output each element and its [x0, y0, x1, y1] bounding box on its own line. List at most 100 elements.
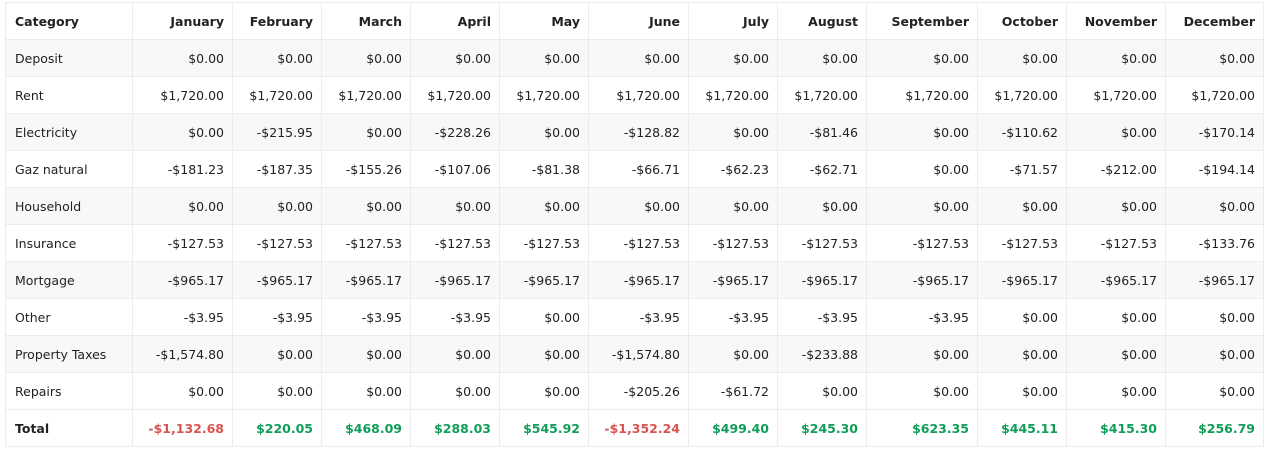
- cell-repairs-december: $0.00: [1165, 372, 1264, 410]
- cell-insurance-may: -$127.53: [499, 224, 589, 262]
- cell-household-may: $0.00: [499, 187, 589, 225]
- cell-household-august: $0.00: [777, 187, 867, 225]
- row-label-household: Household: [5, 187, 133, 225]
- cell-repairs-november: $0.00: [1066, 372, 1166, 410]
- total-cell-july: $499.40: [688, 409, 778, 447]
- cell-insurance-november: -$127.53: [1066, 224, 1166, 262]
- cell-property-taxes-november: $0.00: [1066, 335, 1166, 373]
- cell-property-taxes-december: $0.00: [1165, 335, 1264, 373]
- table-body: Deposit $0.00 $0.00 $0.00 $0.00 $0.00 $0.00 $0.…: [5, 39, 1264, 447]
- cell-deposit-july: $0.00: [688, 39, 778, 77]
- cell-household-march: $0.00: [321, 187, 411, 225]
- header-row: Category January February March April Ma…: [5, 2, 1264, 40]
- row-label-deposit: Deposit: [5, 39, 133, 77]
- cell-insurance-april: -$127.53: [410, 224, 500, 262]
- cell-rent-april: $1,720.00: [410, 76, 500, 114]
- cell-property-taxes-january: -$1,574.80: [132, 335, 233, 373]
- cell-gaz-natural-may: -$81.38: [499, 150, 589, 188]
- total-cell-march: $468.09: [321, 409, 411, 447]
- column-header-october[interactable]: October: [977, 2, 1067, 40]
- cell-mortgage-august: -$965.17: [777, 261, 867, 299]
- cell-mortgage-july: -$965.17: [688, 261, 778, 299]
- total-cell-january: -$1,132.68: [132, 409, 233, 447]
- total-cell-august: $245.30: [777, 409, 867, 447]
- table-row-gaz-natural: Gaz natural -$181.23 -$187.35 -$155.26 -$107…: [5, 150, 1264, 188]
- cell-repairs-august: $0.00: [777, 372, 867, 410]
- column-header-february[interactable]: February: [232, 2, 322, 40]
- cell-insurance-september: -$127.53: [866, 224, 978, 262]
- table-row-household: Household $0.00 $0.00 $0.00 $0.00 $0.00 $0.00 $…: [5, 187, 1264, 225]
- total-cell-november: $415.30: [1066, 409, 1166, 447]
- column-header-may[interactable]: May: [499, 2, 589, 40]
- cell-gaz-natural-august: -$62.71: [777, 150, 867, 188]
- cell-electricity-august: -$81.46: [777, 113, 867, 151]
- table-row-total: Total -$1,132.68 $220.05 $468.09 $288.03 $545…: [5, 409, 1264, 447]
- cell-gaz-natural-september: $0.00: [866, 150, 978, 188]
- cell-electricity-july: $0.00: [688, 113, 778, 151]
- cell-repairs-may: $0.00: [499, 372, 589, 410]
- cell-other-december: $0.00: [1165, 298, 1264, 336]
- column-header-april[interactable]: April: [410, 2, 500, 40]
- cell-rent-may: $1,720.00: [499, 76, 589, 114]
- cell-household-january: $0.00: [132, 187, 233, 225]
- cell-repairs-september: $0.00: [866, 372, 978, 410]
- cell-insurance-july: -$127.53: [688, 224, 778, 262]
- cell-property-taxes-september: $0.00: [866, 335, 978, 373]
- cell-electricity-june: -$128.82: [588, 113, 689, 151]
- column-header-november[interactable]: November: [1066, 2, 1166, 40]
- cell-deposit-october: $0.00: [977, 39, 1067, 77]
- cell-property-taxes-may: $0.00: [499, 335, 589, 373]
- column-header-december[interactable]: December: [1165, 2, 1264, 40]
- cell-mortgage-september: -$965.17: [866, 261, 978, 299]
- cell-rent-august: $1,720.00: [777, 76, 867, 114]
- cell-electricity-november: $0.00: [1066, 113, 1166, 151]
- cell-other-june: -$3.95: [588, 298, 689, 336]
- cell-deposit-march: $0.00: [321, 39, 411, 77]
- monthly-budget-table: Category January February March April Ma…: [5, 2, 1264, 447]
- cell-deposit-april: $0.00: [410, 39, 500, 77]
- cell-electricity-may: $0.00: [499, 113, 589, 151]
- cell-repairs-march: $0.00: [321, 372, 411, 410]
- row-label-total: Total: [5, 409, 133, 447]
- cell-household-april: $0.00: [410, 187, 500, 225]
- cell-deposit-september: $0.00: [866, 39, 978, 77]
- cell-repairs-april: $0.00: [410, 372, 500, 410]
- cell-mortgage-may: -$965.17: [499, 261, 589, 299]
- cell-property-taxes-april: $0.00: [410, 335, 500, 373]
- cell-rent-march: $1,720.00: [321, 76, 411, 114]
- cell-mortgage-december: -$965.17: [1165, 261, 1264, 299]
- total-cell-april: $288.03: [410, 409, 500, 447]
- cell-electricity-september: $0.00: [866, 113, 978, 151]
- table-row-mortgage: Mortgage -$965.17 -$965.17 -$965.17 -$965.17…: [5, 261, 1264, 299]
- cell-other-january: -$3.95: [132, 298, 233, 336]
- row-label-gaz-natural: Gaz natural: [5, 150, 133, 188]
- row-label-electricity: Electricity: [5, 113, 133, 151]
- cell-gaz-natural-february: -$187.35: [232, 150, 322, 188]
- column-header-june[interactable]: June: [588, 2, 689, 40]
- column-header-category[interactable]: Category: [5, 2, 133, 40]
- cell-electricity-october: -$110.62: [977, 113, 1067, 151]
- row-label-insurance: Insurance: [5, 224, 133, 262]
- column-header-january[interactable]: January: [132, 2, 233, 40]
- cell-mortgage-june: -$965.17: [588, 261, 689, 299]
- cell-electricity-march: $0.00: [321, 113, 411, 151]
- cell-other-march: -$3.95: [321, 298, 411, 336]
- cell-deposit-june: $0.00: [588, 39, 689, 77]
- column-header-march[interactable]: March: [321, 2, 411, 40]
- budget-table-container: Category January February March April Ma…: [5, 2, 1264, 447]
- cell-household-september: $0.00: [866, 187, 978, 225]
- column-header-september[interactable]: September: [866, 2, 978, 40]
- cell-property-taxes-july: $0.00: [688, 335, 778, 373]
- column-header-august[interactable]: August: [777, 2, 867, 40]
- cell-mortgage-april: -$965.17: [410, 261, 500, 299]
- column-header-july[interactable]: July: [688, 2, 778, 40]
- cell-other-april: -$3.95: [410, 298, 500, 336]
- cell-repairs-june: -$205.26: [588, 372, 689, 410]
- cell-gaz-natural-march: -$155.26: [321, 150, 411, 188]
- row-label-other: Other: [5, 298, 133, 336]
- cell-rent-october: $1,720.00: [977, 76, 1067, 114]
- cell-mortgage-march: -$965.17: [321, 261, 411, 299]
- cell-other-october: $0.00: [977, 298, 1067, 336]
- cell-mortgage-october: -$965.17: [977, 261, 1067, 299]
- table-row-other: Other -$3.95 -$3.95 -$3.95 -$3.95 $0.00 -$3.95…: [5, 298, 1264, 336]
